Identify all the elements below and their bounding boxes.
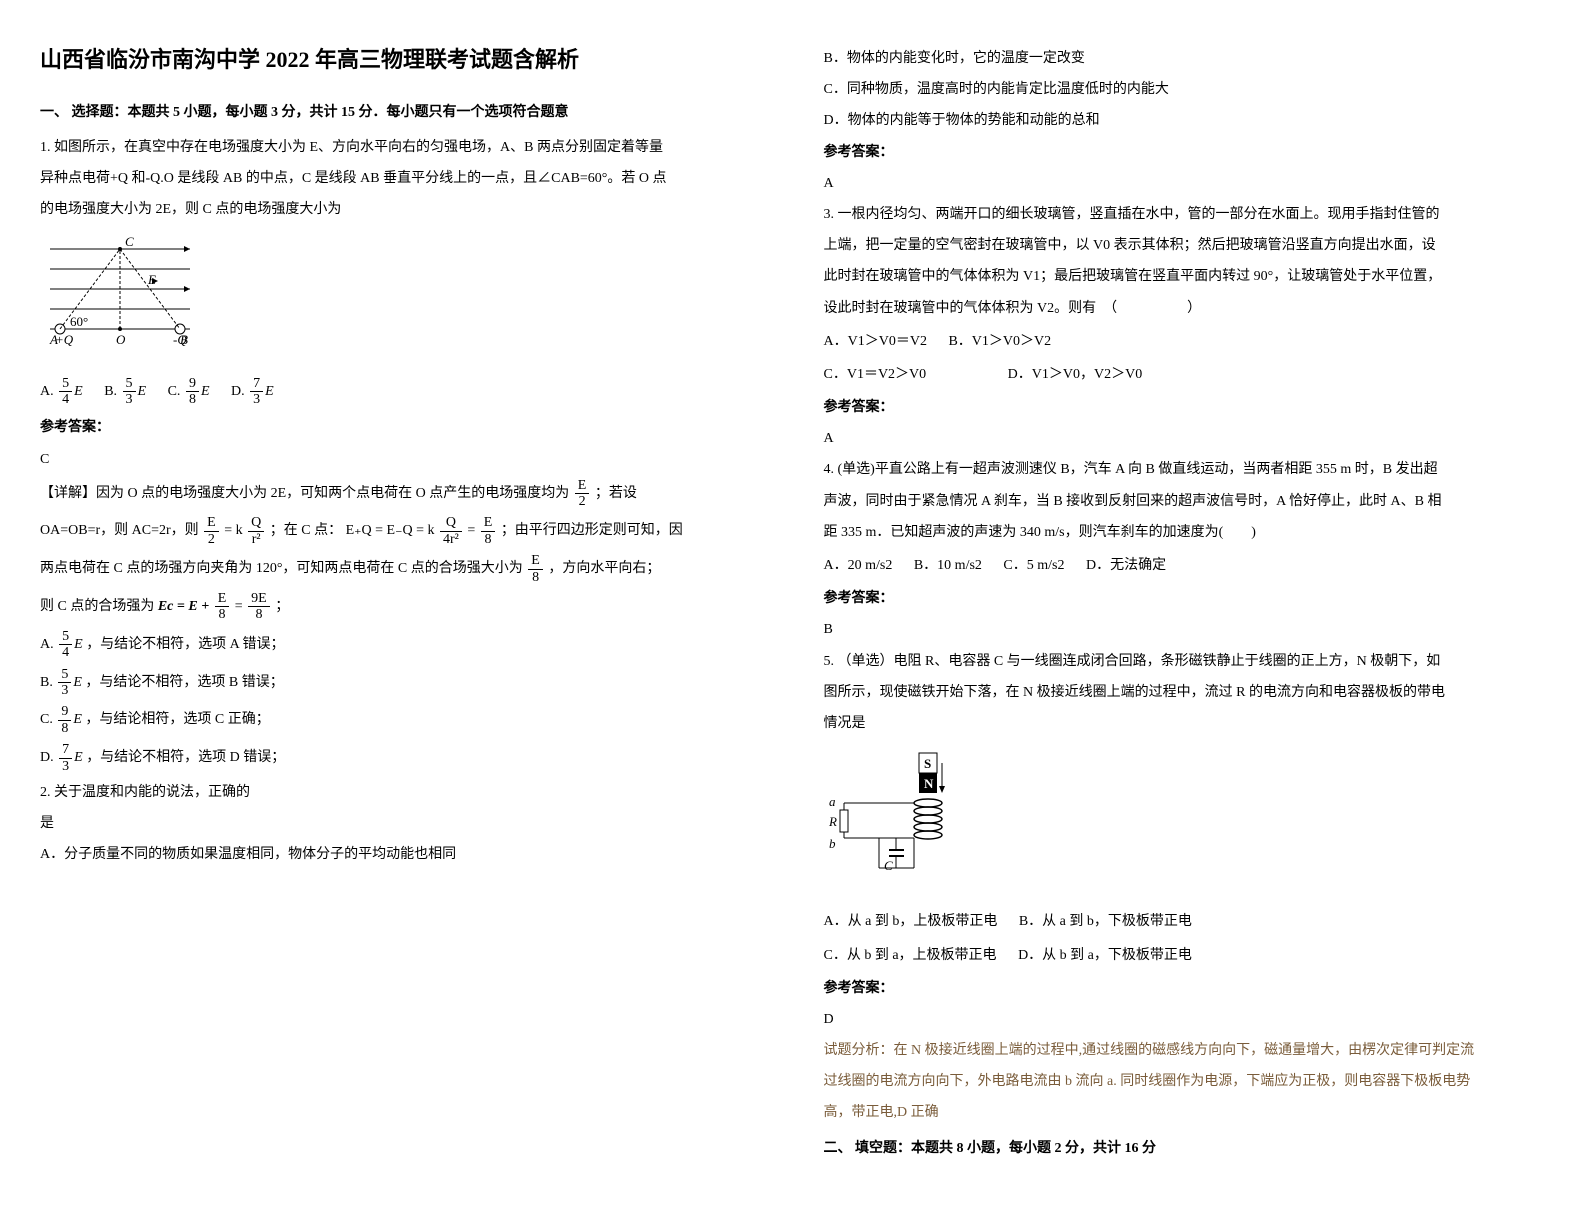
q1-expl-line2: OA=OB=r，则 AC=2r，则 E2 = k Qr² ；在 C 点： E₊Q…: [40, 515, 764, 547]
q2-option-c: C．同种物质，温度高时的内能肯定比温度低时的内能大: [824, 77, 1548, 102]
svg-text:C: C: [125, 234, 134, 249]
q1-option-a: A. 54E: [40, 376, 83, 408]
q5-options-row2: C．从 b 到 a，上极板带正电 D．从 b 到 a，下极板带正电: [824, 943, 1548, 968]
q2-answer-label: 参考答案：: [824, 140, 1548, 165]
q1-expl-line3: 两点电荷在 C 点的场强方向夹角为 120°，可知两点电荷在 C 点的合场强大小…: [40, 553, 764, 585]
page-title: 山西省临汾市南沟中学 2022 年高三物理联考试题含解析: [40, 40, 764, 80]
q3-stem-line3: 此时封在玻璃管中的气体体积为 V1；最后把玻璃管在竖直平面内转过 90°，让玻璃…: [824, 264, 1548, 289]
q4-stem-line1: 4. (单选)平直公路上有一超声波测速仪 B，汽车 A 向 B 做直线运动，当两…: [824, 457, 1548, 482]
q1-expl-line1: 【详解】因为 O 点的电场强度大小为 2E，可知两个点电荷在 O 点产生的电场强…: [40, 478, 764, 510]
q1-judge-b: B. 53E ，与结论不相符，选项 B 错误；: [40, 667, 764, 699]
q5-stem-line3: 情况是: [824, 711, 1548, 736]
section1-head: 一、 选择题：本题共 5 小题，每小题 3 分，共计 15 分．每小题只有一个选…: [40, 100, 764, 125]
q5-option-b: B．从 a 到 b，下极板带正电: [1019, 909, 1192, 934]
q3-option-b: B．V1＞V0＞V2: [948, 329, 1051, 354]
q1-options: A. 54E B. 53E C. 98E D. 73E: [40, 376, 764, 408]
q5-diagram: S N: [824, 748, 1548, 897]
q1-option-b: B. 53E: [104, 376, 146, 408]
opt-label: B.: [104, 384, 120, 399]
q4-option-c: C．5 m/s2: [1003, 553, 1064, 578]
q4-answer-label: 参考答案：: [824, 586, 1548, 611]
q5-answer: D: [824, 1007, 1548, 1032]
q2-stem-line2: 是: [40, 811, 764, 836]
q2-option-a: A．分子质量不同的物质如果温度相同，物体分子的平均动能也相同: [40, 842, 764, 867]
q3-stem-line1: 3. 一根内径均匀、两端开口的细长玻璃管，竖直插在水中，管的一部分在水面上。现用…: [824, 202, 1548, 227]
q2-stem-line1: 2. 关于温度和内能的说法，正确的: [40, 780, 764, 805]
q1careg1-judge-d: D. 73E ，与结论不相符，选项 D 错误；: [40, 742, 764, 774]
q5-option-a: A．从 a 到 b，上极板带正电: [824, 909, 998, 934]
svg-text:60°: 60°: [70, 314, 88, 329]
q3-answer: A: [824, 426, 1548, 451]
q5-analysis-line1: 试题分析：在 N 极接近线圈上端的过程中,通过线圈的磁感线方向向下，磁通量增大，…: [824, 1038, 1548, 1063]
svg-text:R: R: [828, 814, 837, 829]
q3-answer-label: 参考答案：: [824, 395, 1548, 420]
q2-option-d: D．物体的内能等于物体的势能和动能的总和: [824, 108, 1548, 133]
page: 山西省临汾市南沟中学 2022 年高三物理联考试题含解析 一、 选择题：本题共 …: [40, 40, 1547, 1171]
section2-head: 二、 填空题：本题共 8 小题，每小题 2 分，共计 16 分: [824, 1136, 1548, 1161]
q1-stem-line2: 异种点电荷+Q 和-Q.O 是线段 AB 的中点，C 是线段 AB 垂直平分线上…: [40, 166, 764, 191]
q3-option-c: C．V1＝V2＞V0: [824, 362, 927, 387]
q4-stem-line3: 距 335 m．已知超声波的声速为 340 m/s，则汽车刹车的加速度为( ): [824, 520, 1548, 545]
q3-options-row1: A．V1＞V0＝V2 B．V1＞V0＞V2: [824, 329, 1548, 354]
q4-answer: B: [824, 617, 1548, 642]
q1-stem-line1: 1. 如图所示，在真空中存在电场强度大小为 E、方向水平向右的匀强电场，A、B …: [40, 135, 764, 160]
q4-stem-line2: 声波，同时由于紧急情况 A 刹车，当 B 接收到反射回来的超声波信号时，A 恰好…: [824, 489, 1548, 514]
q5-options-row1: A．从 a 到 b，上极板带正电 B．从 a 到 b，下极板带正电: [824, 909, 1548, 934]
q5-option-d: D．从 b 到 a，下极板带正电: [1018, 943, 1192, 968]
q5-analysis-line2: 过线圈的电流方向向下，外电路电流由 b 流向 a. 同时线圈作为电源，下端应为正…: [824, 1069, 1548, 1094]
q5-stem-line2: 图所示，现使磁铁开始下落，在 N 极接近线圈上端的过程中，流过 R 的电流方向和…: [824, 680, 1548, 705]
q3-stem-line4: 设此时封在玻璃管中的气体体积为 V2。则有 （ ）: [824, 296, 1548, 321]
q1-option-c: C. 98E: [168, 376, 210, 408]
q4-option-d: D．无法确定: [1086, 553, 1166, 578]
q5-option-c: C．从 b 到 a，上极板带正电: [824, 943, 997, 968]
svg-text:B: B: [180, 332, 188, 347]
q2-answAnswer: A: [824, 171, 1548, 196]
svg-text:C: C: [884, 858, 893, 873]
opt-label: D.: [231, 384, 248, 399]
q4-options: A．20 m/s2 B．10 m/s2 C．5 m/s2 D．无法确定: [824, 553, 1548, 578]
q1-option-d: D. 73E: [231, 376, 274, 408]
svg-text:b: b: [829, 836, 836, 851]
q3-option-d: D．V1＞V0，V2＞V0: [1008, 362, 1143, 387]
opt-label: A.: [40, 384, 57, 399]
q4-option-b: B．10 m/s2: [914, 553, 982, 578]
svg-text:N: N: [924, 776, 934, 791]
svg-text:S: S: [924, 756, 931, 771]
q1-expl-line4: 则 C 点的合场强为 Ec = E + E8 = 9E8 ；: [40, 591, 764, 623]
svg-text:a: a: [829, 794, 836, 809]
q3-options-row2: C．V1＝V2＞V0 D．V1＞V0，V2＞V0: [824, 362, 1548, 387]
svg-text:O: O: [116, 332, 126, 347]
right-column: B．物体的内能变化时，它的温度一定改变 C．同种物质，温度高时的内能肯定比温度低…: [824, 40, 1548, 1171]
q1-answer: C: [40, 447, 764, 472]
q3-stem-line2: 上端，把一定量的空气密封在玻璃管中，以 V0 表示其体积；然后把玻璃管沿竖直方向…: [824, 233, 1548, 258]
q1-judge-c: C. 98E ，与结论相符，选项 C 正确；: [40, 704, 764, 736]
q1-judge-a: A. 54E ，与结论不相符，选项 A 错误；: [40, 629, 764, 661]
q1-stem-line3: 的电场强度大小为 2E，则 C 点的电场强度大小为: [40, 197, 764, 222]
q2-option-b: B．物体的内能变化时，它的温度一定改变: [824, 46, 1548, 71]
q1-diagram: +Q -Q O C 60° E B A: [40, 234, 764, 363]
opt-label: C.: [168, 384, 184, 399]
q1-answer-label: 参考答案：: [40, 415, 764, 440]
q4-option-a: A．20 m/s2: [824, 553, 893, 578]
q5-stem-line1: 5. （单选）电阻 R、电容器 C 与一线圈连成闭合回路，条形磁铁静止于线圈的正…: [824, 649, 1548, 674]
q5-answer-label: 参考答案：: [824, 976, 1548, 1001]
left-column: 山西省临汾市南沟中学 2022 年高三物理联考试题含解析 一、 选择题：本题共 …: [40, 40, 764, 1171]
svg-text:A: A: [49, 332, 58, 347]
q3-option-a: A．V1＞V0＝V2: [824, 329, 927, 354]
